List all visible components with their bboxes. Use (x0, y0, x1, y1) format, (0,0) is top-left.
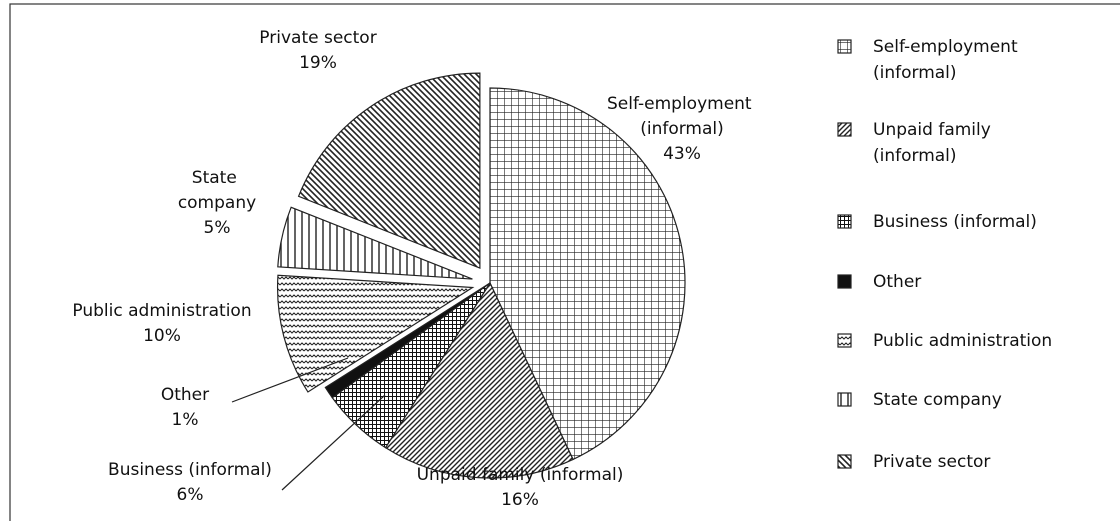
slice-label: Public administration (72, 301, 251, 321)
slice-label: Private sector (259, 28, 376, 48)
pie-slice (297, 72, 481, 269)
leader-lines (231, 357, 386, 491)
legend-label: Business (informal) (873, 212, 1037, 232)
legend-label: Unpaid family (informal) (873, 120, 996, 166)
pie-slice (489, 87, 686, 461)
slice-value-label: 6% (177, 485, 204, 505)
slice-value-label: 10% (143, 326, 181, 346)
slice-value-label: 1% (172, 410, 199, 430)
legend-swatch (837, 333, 852, 348)
pie-slice (276, 274, 475, 393)
slice-label: Self-employment (informal) (607, 94, 757, 139)
slice-value-label: 5% (204, 218, 231, 238)
legend-label: Self-employment (informal) (873, 37, 1023, 83)
slice-value-label: 16% (501, 490, 539, 510)
pie-slice (324, 282, 491, 399)
legend-label: State company (873, 390, 1002, 410)
legend-swatch (837, 454, 852, 469)
frame (9, 3, 1120, 521)
legend-swatch (837, 392, 852, 407)
pie-slice (277, 206, 473, 280)
legend-label: Other (873, 272, 921, 292)
legend-swatch (837, 274, 852, 289)
slice-label: Other (161, 385, 209, 405)
slice-label: Business (informal) (108, 460, 272, 480)
legend-label: Public administration (873, 331, 1052, 351)
legend-swatch (837, 39, 852, 54)
legend-label: Private sector (873, 452, 990, 472)
slice-label: Unpaid family (informal) (417, 465, 624, 485)
pie-slice (384, 281, 574, 479)
pie (276, 72, 686, 479)
slice-label: State company (178, 168, 256, 213)
slice-value-label: 43% (663, 144, 701, 164)
legend-swatch (837, 214, 852, 229)
legend-swatch (837, 122, 852, 137)
slice-value-label: 19% (299, 53, 337, 73)
